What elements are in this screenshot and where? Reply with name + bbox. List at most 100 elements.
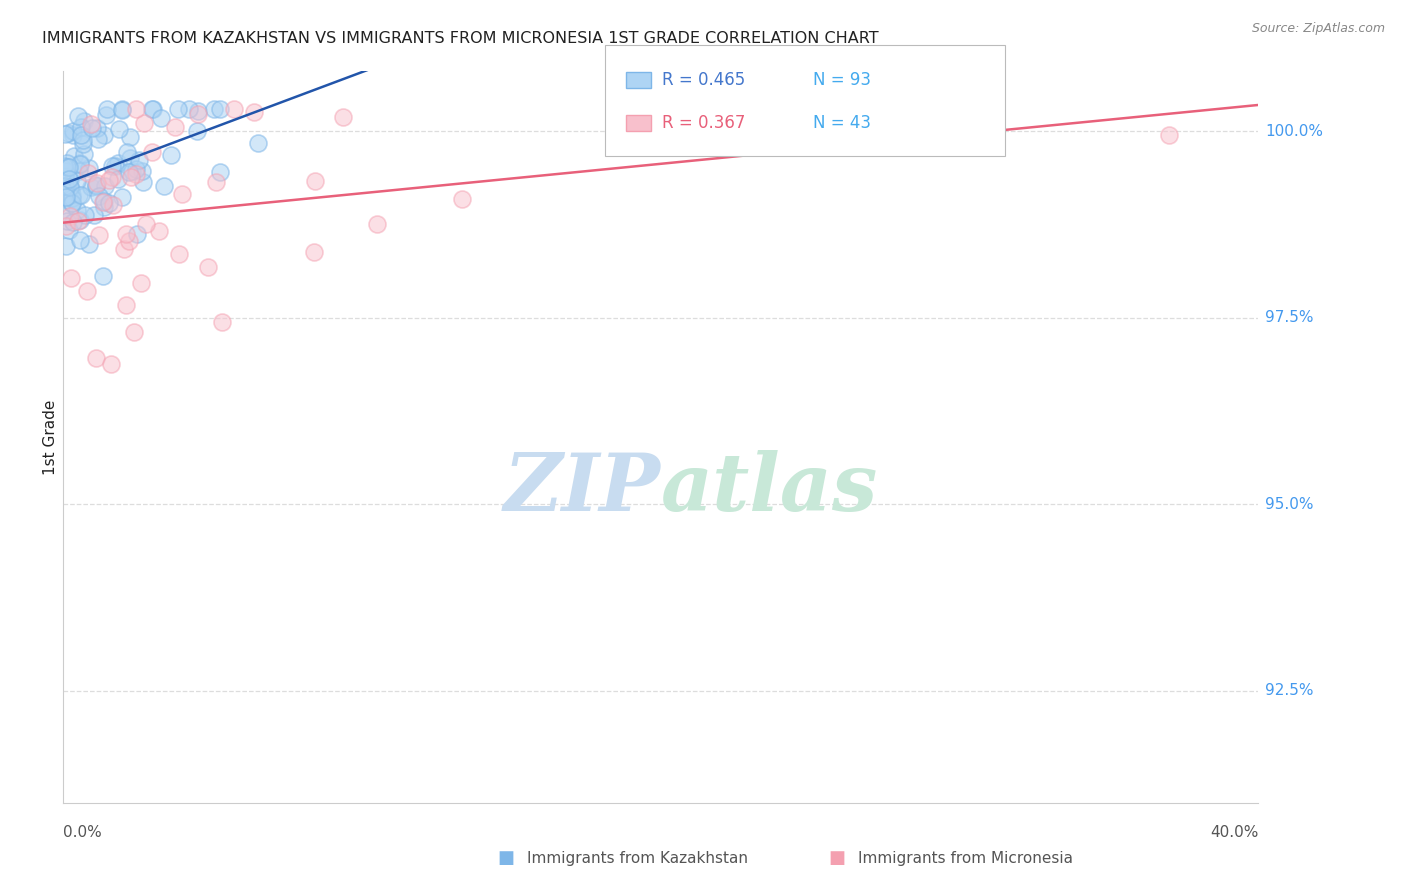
Point <box>451 192 474 206</box>
Point <box>242 104 264 119</box>
Point <box>125 102 148 116</box>
Point <box>58 223 80 237</box>
Point <box>115 227 138 241</box>
Point <box>167 247 190 261</box>
Point <box>59 182 82 196</box>
Point <box>80 121 103 136</box>
Point <box>118 234 141 248</box>
Point <box>172 186 194 201</box>
Point <box>135 218 157 232</box>
Point <box>75 208 97 222</box>
Point <box>366 217 388 231</box>
Point <box>86 121 108 136</box>
Point <box>62 196 84 211</box>
Point <box>150 111 173 125</box>
Point <box>118 165 141 179</box>
Point <box>111 102 134 116</box>
Point <box>209 165 232 179</box>
Point <box>160 147 183 161</box>
Point <box>177 102 200 116</box>
Point <box>87 132 110 146</box>
Point <box>62 124 84 138</box>
Point <box>76 284 98 298</box>
Point <box>66 203 89 218</box>
Point <box>84 178 107 192</box>
Point <box>120 170 142 185</box>
Point <box>72 137 94 152</box>
Point <box>55 169 77 183</box>
Point <box>55 160 77 174</box>
Point <box>141 145 163 159</box>
Point <box>93 269 115 284</box>
Point <box>101 160 124 174</box>
Point <box>246 136 269 150</box>
Point <box>104 159 127 173</box>
Point <box>103 198 125 212</box>
Text: R = 0.465: R = 0.465 <box>662 70 745 89</box>
Point <box>58 160 80 174</box>
Point <box>77 237 100 252</box>
Point <box>94 108 117 122</box>
Y-axis label: 1st Grade: 1st Grade <box>42 400 58 475</box>
Point <box>96 102 118 116</box>
Point <box>332 111 354 125</box>
Point <box>208 102 231 116</box>
Point <box>83 208 105 222</box>
Text: N = 43: N = 43 <box>813 114 870 132</box>
Point <box>84 351 107 365</box>
Point <box>59 180 82 194</box>
Point <box>59 195 82 210</box>
Point <box>117 145 139 159</box>
Point <box>166 102 188 116</box>
Point <box>197 260 219 274</box>
Point <box>205 175 228 189</box>
Text: R = 0.367: R = 0.367 <box>662 114 745 132</box>
Point <box>60 187 83 202</box>
Point <box>77 166 100 180</box>
Point <box>1157 128 1180 142</box>
Point <box>94 178 117 193</box>
Text: 97.5%: 97.5% <box>1265 310 1313 326</box>
Text: ■: ■ <box>828 849 845 867</box>
Point <box>186 124 208 138</box>
Point <box>67 163 90 178</box>
Point <box>125 167 148 181</box>
Point <box>53 204 76 219</box>
Point <box>111 103 134 118</box>
Point <box>62 215 84 229</box>
Point <box>222 102 245 116</box>
Point <box>87 189 110 203</box>
Point <box>67 109 90 123</box>
Point <box>59 173 82 187</box>
Point <box>67 188 90 202</box>
Point <box>115 298 138 312</box>
Point <box>67 214 90 228</box>
Point <box>100 357 122 371</box>
Point <box>93 194 115 209</box>
Point <box>142 102 165 116</box>
Text: IMMIGRANTS FROM KAZAKHSTAN VS IMMIGRANTS FROM MICRONESIA 1ST GRADE CORRELATION C: IMMIGRANTS FROM KAZAKHSTAN VS IMMIGRANTS… <box>42 31 879 46</box>
Point <box>87 228 110 243</box>
Point <box>111 190 134 204</box>
Point <box>69 156 91 170</box>
Point <box>79 117 101 131</box>
Point <box>69 233 91 247</box>
Point <box>302 244 325 259</box>
Point <box>55 238 77 252</box>
Text: 0.0%: 0.0% <box>63 825 103 840</box>
Point <box>60 270 83 285</box>
Point <box>107 155 129 169</box>
Point <box>122 325 145 339</box>
Point <box>108 122 131 136</box>
Text: 100.0%: 100.0% <box>1265 124 1323 138</box>
Point <box>77 161 100 175</box>
Point <box>121 164 143 178</box>
Point <box>70 128 93 142</box>
Point <box>59 209 82 223</box>
Point <box>148 224 170 238</box>
Point <box>131 164 153 178</box>
Text: ZIP: ZIP <box>503 450 661 527</box>
Text: Immigrants from Micronesia: Immigrants from Micronesia <box>858 851 1073 865</box>
Text: Immigrants from Kazakhstan: Immigrants from Kazakhstan <box>527 851 748 865</box>
Point <box>60 196 83 211</box>
